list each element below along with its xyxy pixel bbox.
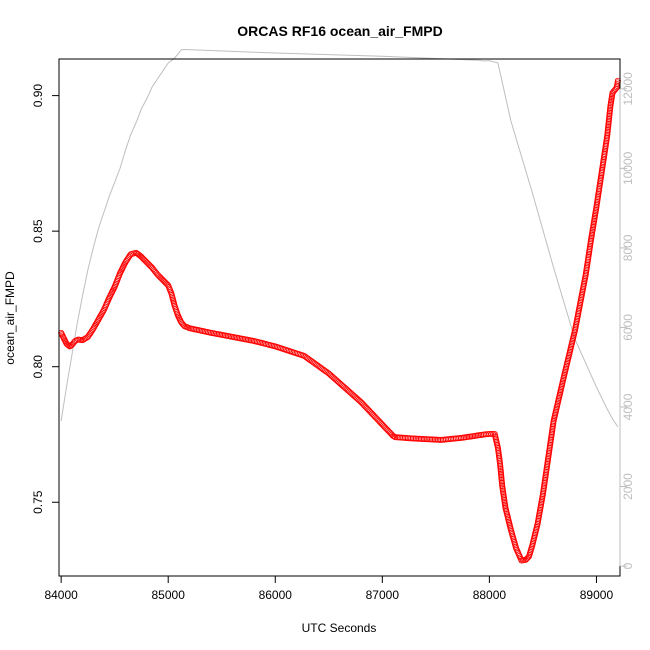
y-axis-label: ocean_air_FMPD [3,271,17,365]
y-axis-left: 0.75 0.80 0.85 0.90 [31,84,60,514]
x-axis: 84000 85000 86000 87000 88000 89000 [44,575,614,602]
data-point [160,278,167,285]
data-point [137,252,144,259]
data-point [161,279,168,286]
x-tick-label: 89000 [580,588,614,602]
data-point [144,260,151,267]
data-point [155,272,162,279]
x-tick-label: 87000 [366,588,400,602]
plot-frame [58,58,621,577]
data-point [145,261,152,268]
data-point [67,342,74,349]
y2-tick-label: 0 [621,562,635,569]
data-point [522,556,529,563]
y2-tick-label: 2000 [621,473,635,500]
altitude-series-line [60,48,619,428]
x-tick-label: 84000 [44,588,78,602]
data-point [139,254,146,261]
data-point [391,433,398,440]
y2-tick-label: 10000 [621,151,635,185]
y2-tick-label: 4000 [621,393,635,420]
data-point [140,256,147,263]
x-tick-label: 88000 [473,588,507,602]
data-point [154,271,161,278]
y2-tick-label: 8000 [621,234,635,261]
x-axis-label: UTC Seconds [302,621,377,635]
data-point [163,280,170,287]
altitude-line-layer [60,48,619,428]
data-point [156,273,163,280]
y2-tick-label: 12000 [621,72,635,106]
y-tick-label: 0.75 [31,490,45,514]
data-point [159,276,166,283]
fmpd-points-layer [58,77,621,564]
y-tick-label: 0.85 [31,219,45,243]
data-point [146,262,153,269]
data-point [158,275,165,282]
data-point [488,430,495,437]
y-axis-right: 0 2000 4000 6000 8000 10000 12000 [619,72,635,569]
data-point [142,258,149,265]
data-point [143,259,150,266]
y-tick-label: 0.90 [31,84,45,108]
y2-tick-label: 6000 [621,314,635,341]
data-point [157,274,164,281]
chart-title: ORCAS RF16 ocean_air_FMPD [237,23,442,39]
data-point [138,253,145,260]
data-point [141,257,148,264]
x-tick-label: 86000 [259,588,293,602]
y-tick-label: 0.80 [31,355,45,379]
x-tick-label: 85000 [152,588,186,602]
